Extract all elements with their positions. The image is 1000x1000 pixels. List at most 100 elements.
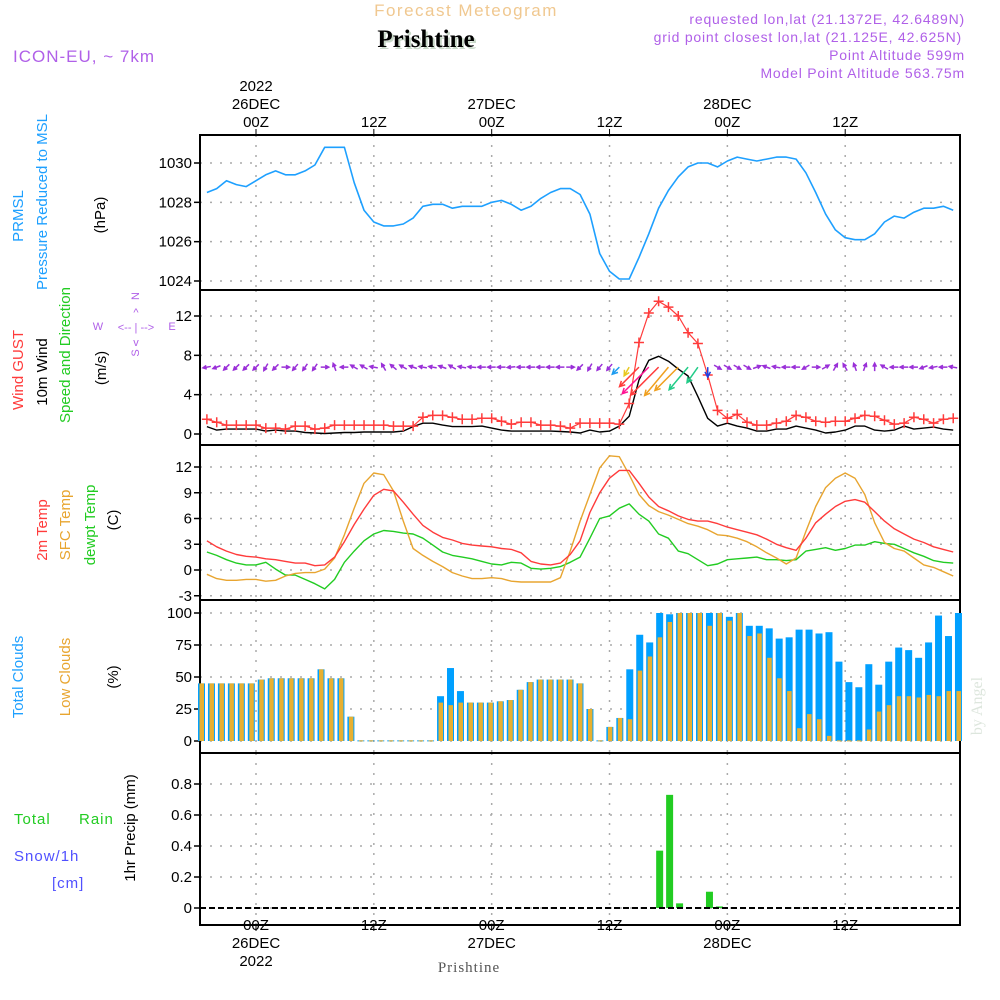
bottom-time-label: 26DEC (232, 935, 281, 952)
wind-direction-arrow-icon (780, 364, 791, 370)
label-10m-wind: 10m Wind (34, 338, 51, 406)
low-cloud-bar (548, 679, 553, 741)
gust-marker (781, 416, 792, 427)
bottom-time-label: 00Z (714, 917, 740, 934)
gust-marker (889, 419, 900, 430)
sfc-temp-line (206, 455, 954, 583)
low-cloud-bar (747, 636, 752, 741)
gust-marker (800, 412, 811, 423)
gust-marker (575, 418, 586, 429)
model-label: ICON-EU, ~ 7km (13, 47, 155, 66)
low-cloud-bar (219, 683, 224, 741)
wind-direction-arrow-icon (704, 367, 712, 379)
label-snow: Snow/1h (14, 848, 79, 865)
low-cloud-bar (239, 683, 244, 741)
wind-direction-arrow-icon (653, 366, 679, 392)
total-cloud-bar (865, 664, 873, 741)
low-cloud-bar (607, 726, 613, 741)
compass-n: N (130, 292, 142, 300)
wind-direction-arrow-icon (790, 364, 801, 370)
gust-marker (231, 420, 242, 431)
bottom-time-label: 12Z (361, 917, 387, 934)
low-cloud-bar (488, 702, 493, 741)
wind-direction-arrow-icon (752, 364, 763, 370)
low-cloud-bar (378, 740, 384, 742)
gust-marker (486, 413, 497, 424)
total-cloud-bar (925, 642, 933, 741)
compass-s: S (130, 349, 142, 356)
wind-direction-arrow-icon (605, 363, 613, 372)
gust-marker (732, 409, 743, 420)
total-cloud-bar (935, 615, 943, 741)
wind-direction-arrow-icon (821, 364, 831, 370)
wind-direction-arrow-icon (947, 364, 958, 370)
low-cloud-bar (727, 620, 732, 741)
low-cloud-bar (886, 705, 892, 741)
low-cloud-bar (876, 711, 882, 741)
low-cloud-bar (319, 669, 324, 741)
bottom-time-label: 28DEC (703, 935, 752, 952)
y-tick-label: 0.8 (171, 776, 192, 793)
point-altitude: Point Altitude 599m (829, 47, 965, 63)
top-time-label: 12Z (361, 114, 387, 131)
low-cloud-bar (597, 740, 603, 742)
wind-direction-arrow-icon (668, 366, 689, 391)
wind-direction-arrow-icon (398, 364, 408, 370)
low-cloud-bar (398, 740, 404, 742)
low-cloud-bar (478, 702, 483, 741)
bottom-time-label: 12Z (832, 917, 858, 934)
wind-direction-arrow-icon (535, 364, 545, 370)
low-cloud-bar (647, 656, 653, 741)
gust-marker (368, 420, 379, 431)
cloud-labels: Total Clouds Low Clouds (%) (10, 636, 122, 719)
low-cloud-bar (328, 678, 334, 741)
low-cloud-bar (338, 678, 344, 741)
temp-2m-line (206, 469, 954, 567)
low-cloud-bar (737, 613, 742, 741)
gust-marker (378, 420, 389, 431)
y-tick-label: 75 (175, 637, 192, 654)
label-celsius: (C) (105, 510, 122, 531)
wind-direction-arrow-icon (686, 366, 699, 385)
wind-direction-arrow-icon (311, 363, 318, 372)
label-precip-axis: 1hr Precip (mm) (122, 774, 139, 882)
low-cloud-bar (309, 678, 314, 741)
total-cloud-bar (785, 637, 793, 741)
label-2m-temp: 2m Temp (34, 499, 51, 560)
y-tick-label: 1030 (159, 155, 192, 172)
low-cloud-bar (418, 740, 424, 742)
low-cloud-bar (797, 728, 802, 741)
gust-marker (928, 418, 939, 429)
low-cloud-bar (677, 613, 683, 741)
total-cloud-bar (626, 669, 634, 741)
low-cloud-bar (787, 691, 792, 741)
gust-marker (349, 420, 360, 431)
gust-marker (938, 414, 949, 425)
low-cloud-bar (657, 637, 663, 741)
y-tick-label: -3 (179, 588, 192, 605)
wind-direction-arrow-icon (842, 362, 848, 371)
wind-direction-arrow-icon (515, 364, 526, 370)
low-cloud-bar (826, 735, 832, 741)
wind-direction-arrow-icon (611, 366, 620, 376)
label-percent: (%) (105, 665, 122, 688)
wind-direction-arrow-icon (417, 364, 428, 370)
top-time-label: 28DEC (703, 96, 752, 113)
top-time-label: 26DEC (232, 96, 281, 113)
wind-direction-arrow-icon (338, 364, 349, 370)
wind-direction-arrow-icon (918, 365, 928, 370)
y-tick-label: 50 (175, 669, 192, 686)
wind-direction-arrow-icon (888, 364, 899, 370)
wind-direction-arrow-icon (629, 366, 660, 397)
top-time-label: 00Z (243, 114, 269, 131)
y-tick-label: 25 (175, 701, 192, 718)
gust-marker (211, 417, 222, 428)
wind-direction-arrow-icon (554, 364, 565, 370)
rain-bar (656, 850, 664, 908)
gust-marker (810, 416, 821, 427)
label-rain: Rain (79, 811, 114, 828)
gust-marker (408, 421, 419, 432)
low-cloud-bar (926, 694, 932, 741)
gust-marker (300, 421, 311, 432)
total-cloud-bar (835, 661, 843, 741)
